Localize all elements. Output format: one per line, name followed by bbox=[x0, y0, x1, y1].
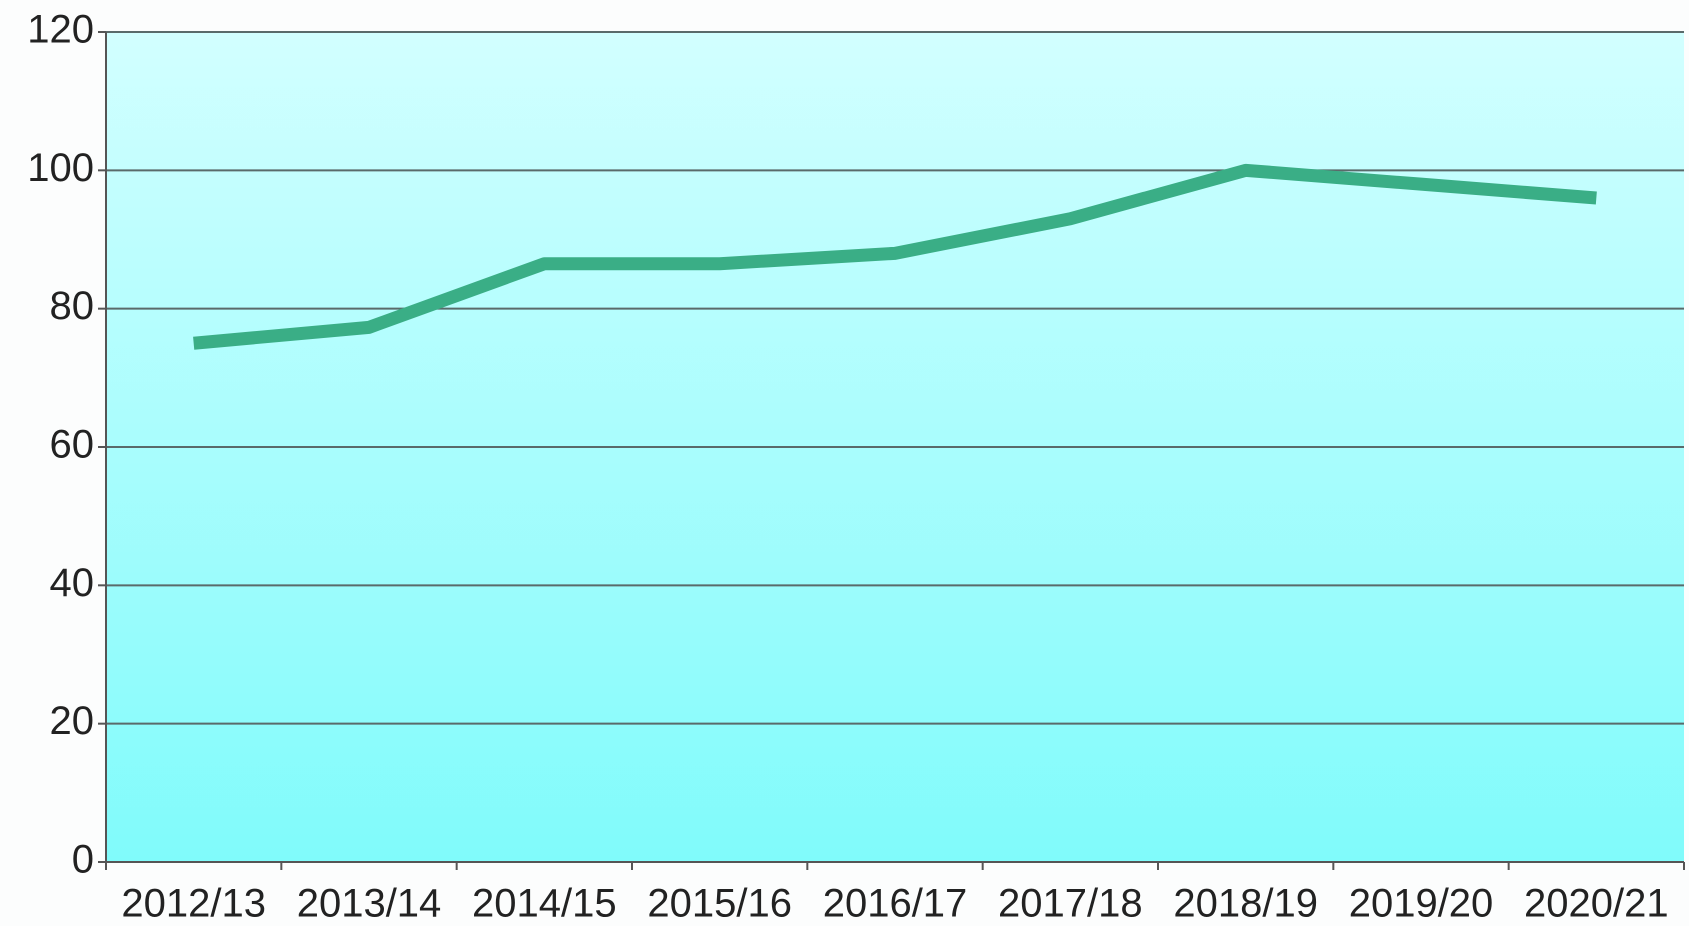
y-tick-label: 60 bbox=[50, 423, 95, 467]
x-tick-label: 2013/14 bbox=[297, 882, 442, 926]
y-tick-label: 0 bbox=[72, 838, 94, 882]
x-tick-label: 2019/20 bbox=[1349, 882, 1494, 926]
x-tick-label: 2016/17 bbox=[823, 882, 968, 926]
y-tick-label: 20 bbox=[50, 699, 95, 743]
x-tick-label: 2012/13 bbox=[121, 882, 266, 926]
y-tick-label: 40 bbox=[50, 561, 95, 605]
y-tick-label: 120 bbox=[27, 8, 94, 52]
y-tick-label: 80 bbox=[50, 284, 95, 328]
x-tick-label: 2020/21 bbox=[1524, 882, 1669, 926]
x-tick-label: 2017/18 bbox=[998, 882, 1143, 926]
x-tick-label: 2014/15 bbox=[472, 882, 617, 926]
x-tick-label: 2018/19 bbox=[1173, 882, 1318, 926]
y-tick-label: 100 bbox=[27, 146, 94, 190]
data-line bbox=[193, 163, 1597, 350]
x-tick-label: 2015/16 bbox=[647, 882, 792, 926]
